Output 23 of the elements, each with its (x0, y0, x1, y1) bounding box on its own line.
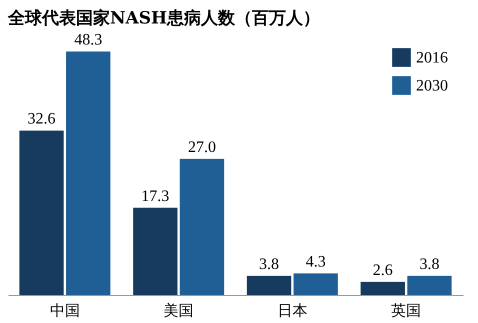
data-label: 3.8 (419, 256, 440, 273)
data-label: 32.6 (28, 110, 56, 128)
bar (66, 51, 110, 295)
chart-title: 全球代表国家NASH患病人数（百万人） (7, 8, 320, 28)
data-label: 17.3 (141, 188, 170, 205)
data-label: 27.0 (188, 138, 216, 156)
bar (294, 273, 338, 295)
x-tick-label: 美国 (164, 302, 194, 320)
bar (133, 208, 178, 295)
data-label: 48.3 (74, 31, 102, 48)
bar (407, 276, 452, 295)
data-label: 2.6 (372, 262, 393, 279)
data-label: 4.3 (306, 253, 326, 270)
bar (19, 130, 64, 295)
x-tick-label: 中国 (50, 302, 80, 320)
bar (246, 276, 292, 295)
legend-label: 2030 (416, 78, 448, 94)
bar (180, 158, 224, 295)
x-tick-label: 日本 (277, 302, 308, 320)
legend-label: 2016 (416, 50, 448, 66)
x-tick-label: 英国 (391, 302, 422, 320)
data-label: 3.8 (259, 256, 280, 273)
bar (360, 282, 405, 295)
